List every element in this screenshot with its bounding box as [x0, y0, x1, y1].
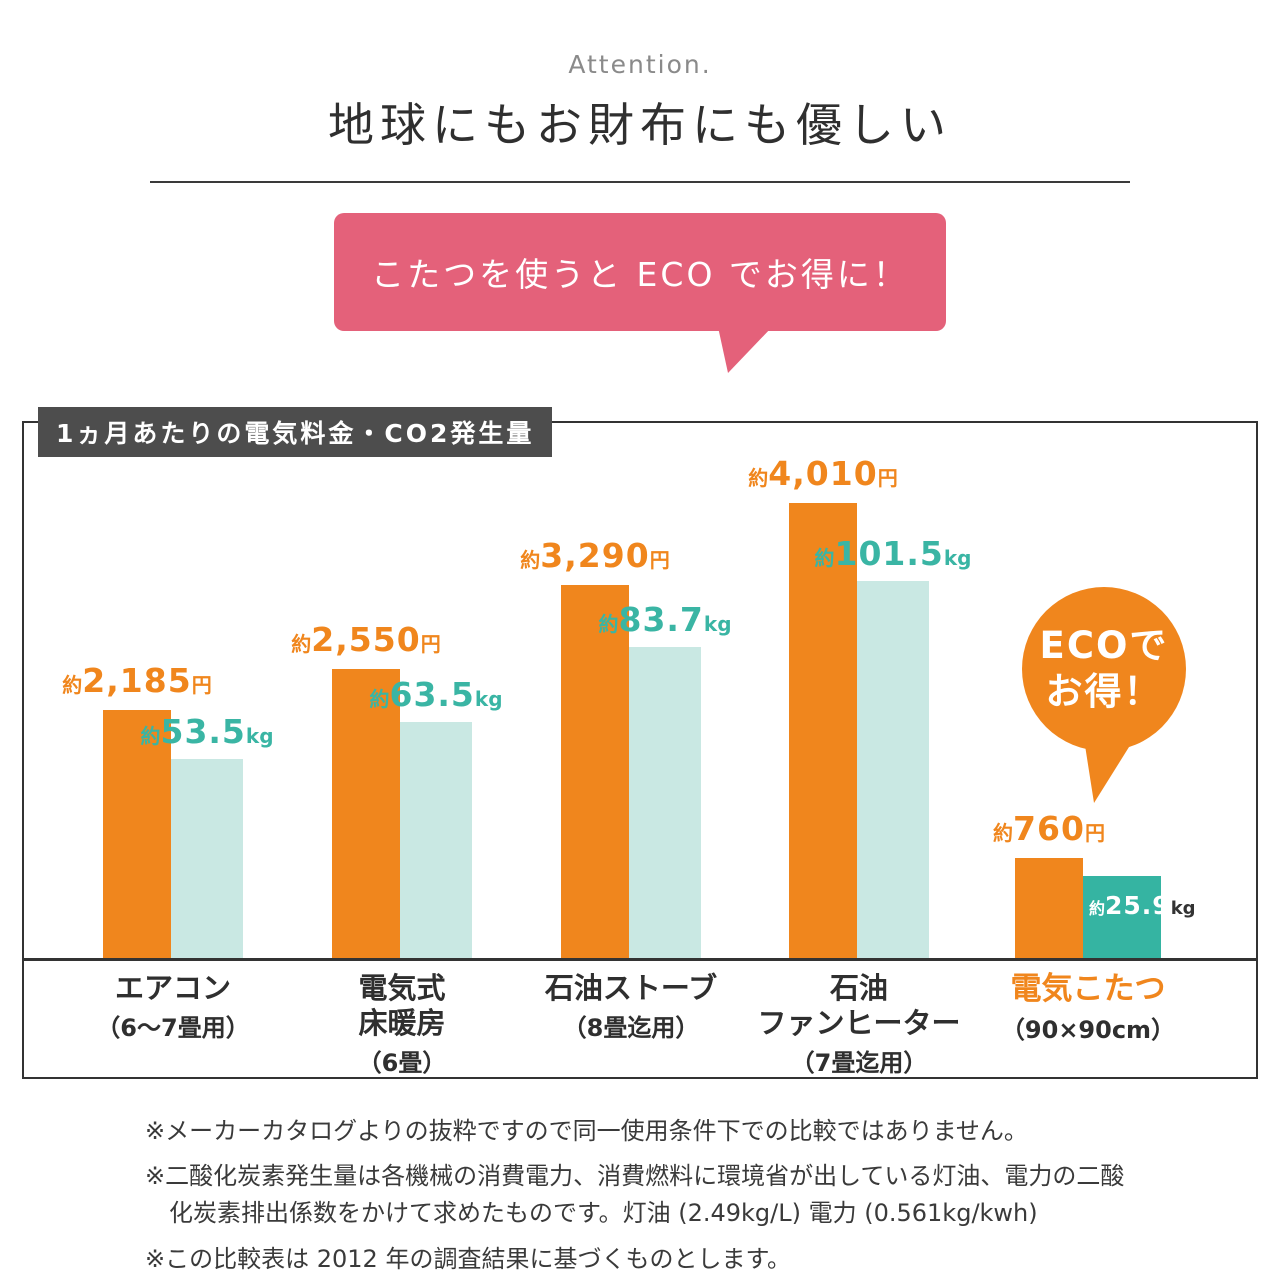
category-label: 電気こたつ （90×90cm）	[1001, 971, 1175, 1045]
bar-group: 約2,185円約53.5kg	[62, 661, 274, 958]
page-title: 地球にもお財布にも優しい	[328, 98, 952, 152]
cost-value-label: 約2,185円	[62, 661, 212, 700]
cost-bar	[789, 503, 857, 958]
co2-value-label: 約63.5kg	[369, 675, 503, 714]
bar-group: 約3,290円約83.7kg	[520, 536, 732, 958]
chart-plot-area: ECOで お得！ 約2,185円 約53.5kg 約2,550円 約63.5kg 約3,…	[24, 423, 1256, 961]
comparison-chart: 1ヵ月あたりの電気料金・CO2発生量 ECOで お得！ 約2,185円約53.5…	[22, 407, 1258, 1079]
eco-badge-circle: ECOで お得！	[1022, 587, 1186, 751]
co2-value-label: 約53.5kg	[140, 712, 274, 751]
cost-value-label: 約3,290円	[520, 536, 670, 575]
category-name: 石油 ファンヒーター	[757, 971, 961, 1040]
cost-value-label: 約4,010円	[748, 454, 898, 493]
co2-value-label: 約83.7kg	[598, 600, 732, 639]
category-size: （6〜7畳用）	[96, 1013, 250, 1042]
co2-bar	[1083, 876, 1161, 958]
cost-value-label: 約760円	[993, 809, 1105, 848]
co2-bar	[171, 759, 243, 958]
category-size: （90×90cm）	[1000, 1016, 1176, 1045]
eco-badge-tail	[1084, 739, 1134, 803]
category-label: 電気式 床暖房 （6畳）	[358, 971, 447, 1078]
title-divider	[150, 181, 1130, 183]
category-name: 電気こたつ	[1010, 971, 1166, 1007]
co2-bar	[400, 722, 472, 958]
bar-group: 約760円約25.9kg	[993, 809, 1196, 958]
category-size: （7畳迄用）	[790, 1048, 928, 1077]
chart-category-axis: エアコン （6〜7畳用） 電気式 床暖房 （6畳） 石油ストーブ （8畳迄用） 石油 ファンヒー…	[24, 961, 1256, 1077]
bar-group: 約4,010円約101.5kg	[748, 454, 972, 958]
footnotes: ※メーカーカタログよりの抜粋ですので同一使用条件下での比較ではありません。 ※二…	[145, 1113, 1145, 1278]
co2-value-label: 約101.5kg	[814, 534, 972, 573]
speech-bubble-text: こたつを使うと ECO でお得に！	[371, 255, 909, 294]
footnote: ※メーカーカタログよりの抜粋ですので同一使用条件下での比較ではありません。	[145, 1117, 1028, 1145]
category-label: エアコン （6〜7畳用）	[96, 971, 249, 1043]
cost-bar	[1015, 858, 1083, 958]
category-label: 石油ストーブ （8畳迄用）	[545, 971, 717, 1043]
category-size: （6畳）	[357, 1048, 447, 1077]
speech-bubble-tail	[718, 327, 772, 373]
co2-value-label: 約25.9kg	[1089, 891, 1196, 920]
eco-badge: ECOで お得！	[1022, 587, 1186, 803]
cost-bar	[103, 710, 171, 958]
category-label: 石油 ファンヒーター （7畳迄用）	[757, 971, 960, 1078]
co2-bar	[629, 647, 701, 958]
eco-badge-line1: ECOで	[1039, 623, 1169, 667]
chart-title-tag: 1ヵ月あたりの電気料金・CO2発生量	[38, 407, 553, 457]
footnote: ※この比較表は 2012 年の調査結果に基づくものとします。	[145, 1244, 792, 1273]
category-name: 電気式 床暖房	[358, 971, 446, 1040]
footnote: ※二酸化炭素発生量は各機械の消費電力、消費燃料に環境省が出している灯油、電力の二…	[145, 1162, 1125, 1228]
speech-bubble: こたつを使うと ECO でお得に！	[334, 213, 946, 373]
category-name: エアコン	[114, 971, 231, 1005]
category-size: （8畳迄用）	[562, 1013, 700, 1042]
bar-group: 約2,550円約63.5kg	[291, 620, 503, 958]
attention-label: Attention.	[568, 50, 712, 79]
eco-badge-line2: お得！	[1045, 670, 1163, 713]
co2-bar	[857, 581, 929, 958]
cost-value-label: 約2,550円	[291, 620, 441, 659]
category-name: 石油ストーブ	[544, 971, 718, 1005]
cost-bar	[332, 669, 400, 958]
cost-bar	[561, 585, 629, 958]
